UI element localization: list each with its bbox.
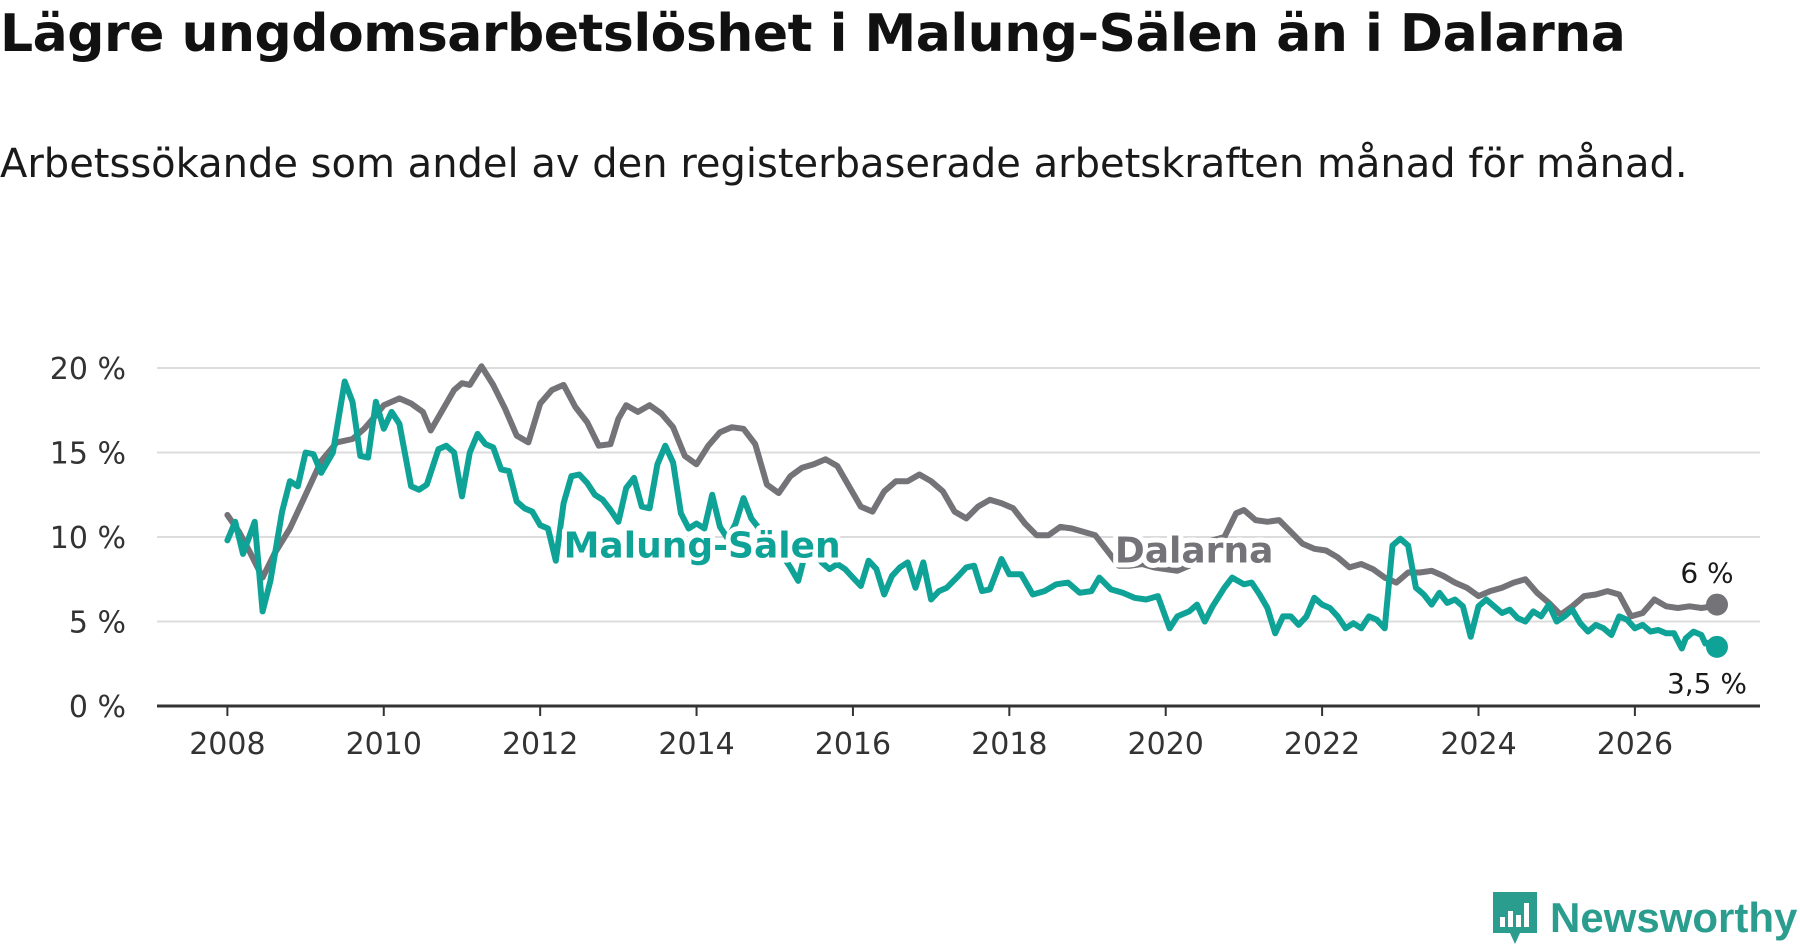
grid-lines [157, 367, 1760, 623]
x-tick-label: 2016 [815, 727, 891, 762]
brand-name: Newsworthy [1550, 894, 1798, 941]
series-line-malung-s-len [224, 378, 1720, 652]
end-point-marker [1705, 593, 1728, 616]
series-label-dalarna: Dalarna [1115, 530, 1273, 571]
x-tick-label: 2020 [1128, 727, 1204, 762]
chart-subtitle: Arbetssökande som andel av den registerb… [0, 141, 1688, 187]
x-tick-label: 2022 [1284, 727, 1360, 762]
brand-logo: Newsworthy [1490, 888, 1797, 948]
series-label-malung-s-len: Malung-Sälen [564, 525, 841, 566]
y-tick-label: 5 % [69, 606, 126, 641]
x-tick-label: 2012 [502, 727, 578, 762]
x-tick-label: 2008 [189, 727, 265, 762]
x-tick-label: 2024 [1440, 727, 1516, 762]
y-tick-label: 20 % [50, 352, 126, 387]
x-axis: 2008 2010 2012 2014 2016 2018 2020 2022 2024 2026 [157, 704, 1760, 762]
series-labels: 6 % 3,5 % Dalarna Malung-Sälen [559, 520, 1747, 700]
series-lines [224, 363, 1728, 658]
end-value-label: 6 % [1680, 557, 1733, 590]
x-tick-label: 2018 [971, 727, 1047, 762]
x-tick-label: 2014 [658, 727, 734, 762]
chart-title: Lägre ungdomsarbetslöshet i Malung-Sälen… [0, 4, 1626, 64]
y-tick-label: 15 % [50, 437, 126, 472]
y-tick-label: 10 % [50, 521, 126, 556]
newsworthy-logo-icon [1493, 892, 1537, 944]
series-line-dalarna [224, 363, 1720, 620]
x-tick-label: 2010 [346, 727, 422, 762]
end-value-label: 3,5 % [1667, 667, 1747, 700]
y-axis: 0 % 5 % 10 % 15 % 20 % [50, 352, 126, 725]
end-point-marker [1705, 635, 1728, 658]
y-tick-label: 0 % [69, 690, 126, 725]
x-tick-label: 2026 [1597, 727, 1673, 762]
